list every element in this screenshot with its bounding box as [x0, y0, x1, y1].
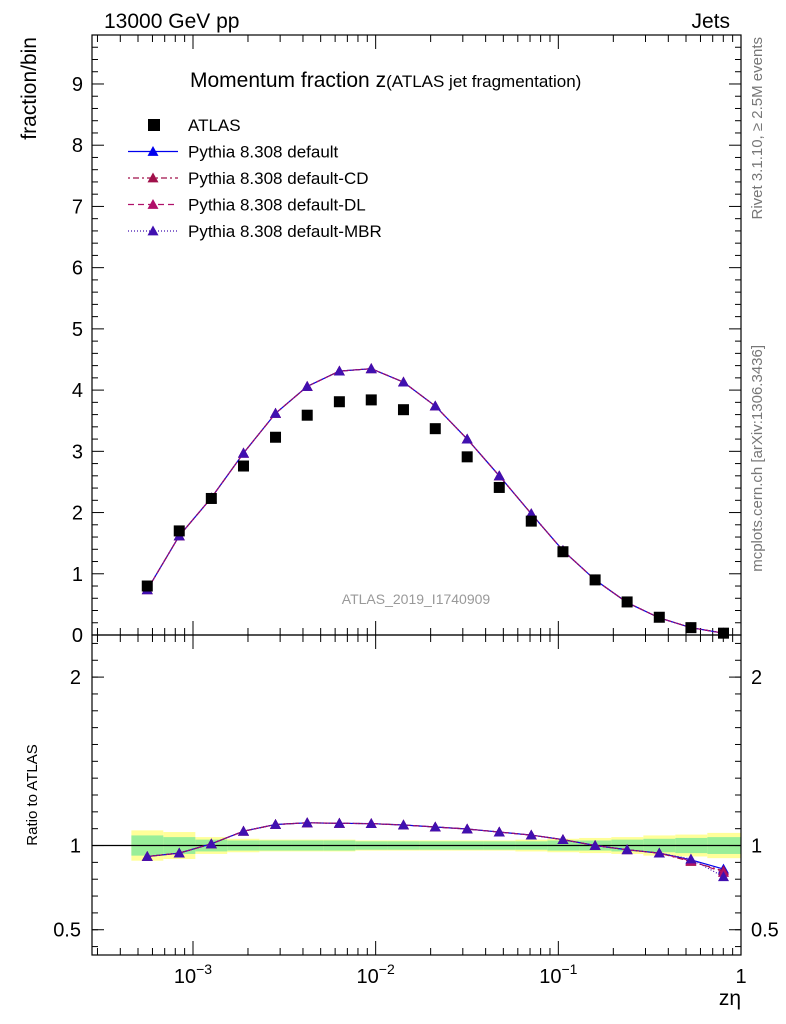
- legend: ATLAS Pythia 8.308 default Pythia 8.308 de…: [128, 116, 382, 241]
- y-tick-label: 2: [72, 503, 83, 525]
- y-tick-label: 0: [72, 625, 83, 647]
- ratio-marker: [589, 840, 601, 850]
- ratio-marker: [653, 847, 665, 858]
- ratio-marker: [365, 818, 377, 829]
- ratio-marker: [717, 871, 729, 882]
- ratio-y-tick-label: 1: [70, 836, 81, 858]
- series-marker: [301, 380, 313, 391]
- rivet-label: Rivet 3.1.10, ≥ 2.5M events: [749, 37, 766, 220]
- ratio-marker: [301, 817, 313, 828]
- ratio-marker: [397, 819, 409, 830]
- series-marker: [461, 433, 473, 444]
- ratio-marker: [141, 850, 153, 861]
- series-marker: [333, 365, 345, 376]
- data-point: [589, 574, 601, 586]
- data-point: [270, 431, 282, 443]
- data-point: [301, 409, 313, 421]
- y-tick-label: 4: [72, 380, 83, 402]
- data-point: [333, 396, 345, 408]
- y-tick-label: 1: [72, 564, 83, 586]
- ratio-frame: [91, 634, 742, 956]
- ratio-y-tick-label: 0.5: [53, 920, 81, 942]
- ratio-marker: [557, 834, 569, 845]
- x-tick-label: 1: [735, 966, 746, 988]
- ratio-y-tick-label: 2: [70, 667, 81, 689]
- x-tick-label: 10−2: [357, 961, 395, 988]
- data-point: [429, 423, 441, 435]
- ratio-marker: [333, 817, 345, 828]
- data-point: [653, 611, 665, 623]
- x-axis-label: zη: [719, 987, 741, 1010]
- legend-label: Pythia 8.308 default-MBR: [188, 222, 382, 241]
- y-axis-label: fraction/bin: [18, 37, 41, 140]
- ratio-y-tick-label-right: 2: [751, 667, 762, 689]
- ratio-marker: [525, 829, 537, 840]
- data-point: [493, 481, 505, 493]
- header-left: 13000 GeV pp: [104, 10, 239, 33]
- main-ticks: 0 1 2 3 4 5 6 7 8 9: [72, 34, 742, 647]
- ratio-marker: [237, 825, 249, 836]
- ratio-marker: [270, 818, 282, 829]
- ratio-marker: [205, 838, 217, 849]
- chart-title-main: Momentum fraction z: [190, 69, 386, 92]
- data-point: [621, 596, 633, 608]
- data-point: [525, 515, 537, 527]
- main-panel: 0 1 2 3 4 5 6 7 8 9 Momentum fraction z(ATLAS jet…: [72, 34, 742, 647]
- main-series: [141, 363, 729, 639]
- legend-marker: [147, 172, 159, 183]
- legend-label-data: ATLAS: [188, 116, 241, 135]
- y-tick-label: 5: [72, 319, 83, 341]
- ratio-bands: [92, 830, 741, 861]
- y-tick-label: 8: [72, 135, 83, 157]
- x-tick-label: 10−1: [539, 961, 577, 988]
- legend-marker-data: [148, 119, 160, 131]
- ratio-marker: [621, 844, 633, 855]
- analysis-label: ATLAS_2019_I1740909: [342, 591, 491, 607]
- ratio-marker: [493, 826, 505, 837]
- y-tick-label: 9: [72, 74, 83, 96]
- data-point: [397, 404, 409, 416]
- series-marker: [365, 363, 377, 374]
- series-marker: [237, 447, 249, 458]
- legend-label: Pythia 8.308 default-DL: [188, 196, 366, 215]
- ratio-marker: [685, 853, 697, 864]
- chart-title: Momentum fraction z(ATLAS jet fragmentat…: [190, 69, 581, 92]
- data-point: [237, 460, 249, 472]
- ratio-marker: [429, 821, 441, 832]
- legend-label: Pythia 8.308 default: [188, 143, 339, 162]
- data-point: [205, 492, 217, 504]
- x-tick-labels: 10−3 10−2 10−1 1: [174, 961, 747, 988]
- ratio-panel: 0.5 0.5 1 1 2 2: [53, 634, 779, 956]
- data-point: [717, 627, 729, 639]
- legend-marker: [147, 146, 159, 156]
- data-point: [141, 580, 153, 592]
- ratio-marker: [173, 847, 185, 858]
- series-marker: [493, 470, 505, 481]
- legend-label: Pythia 8.308 default-CD: [188, 169, 369, 188]
- source-label: mcplots.cern.ch [arXiv:1306.3436]: [749, 345, 766, 572]
- chart-title-sub: (ATLAS jet fragmentation): [386, 72, 581, 91]
- ratio-y-tick-label-right: 0.5: [751, 920, 779, 942]
- legend-marker: [147, 199, 159, 209]
- ratio-y-tick-label-right: 1: [751, 836, 762, 858]
- ratio-marker: [461, 823, 473, 834]
- ratio-series: [141, 817, 729, 882]
- header-right: Jets: [691, 10, 730, 33]
- data-point: [173, 525, 185, 537]
- data-point: [461, 451, 473, 463]
- data-point: [365, 394, 377, 406]
- y-tick-label: 7: [72, 196, 83, 218]
- y-tick-label: 3: [72, 441, 83, 463]
- data-point: [557, 546, 569, 558]
- series-marker: [270, 407, 282, 418]
- legend-marker: [147, 225, 159, 236]
- series-marker: [397, 376, 409, 387]
- y-tick-label: 6: [72, 258, 83, 280]
- x-tick-label: 10−3: [174, 961, 212, 988]
- ratio-y-axis-label: Ratio to ATLAS: [24, 744, 41, 845]
- data-point: [685, 622, 697, 634]
- ratio-ticks: 0.5 0.5 1 1 2 2: [53, 635, 779, 955]
- series-marker: [429, 400, 441, 411]
